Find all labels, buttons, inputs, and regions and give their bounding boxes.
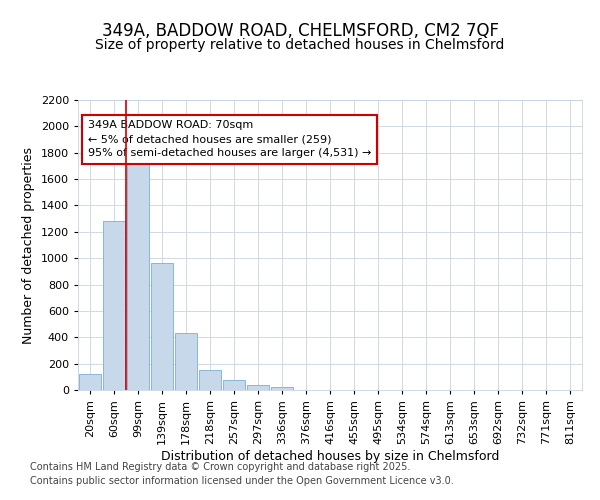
Text: Contains public sector information licensed under the Open Government Licence v3: Contains public sector information licen… — [30, 476, 454, 486]
Bar — [199, 370, 221, 390]
Bar — [247, 386, 269, 390]
X-axis label: Distribution of detached houses by size in Chelmsford: Distribution of detached houses by size … — [161, 450, 499, 462]
Bar — [271, 386, 293, 390]
Bar — [151, 264, 173, 390]
Text: 349A, BADDOW ROAD, CHELMSFORD, CM2 7QF: 349A, BADDOW ROAD, CHELMSFORD, CM2 7QF — [101, 22, 499, 40]
Bar — [223, 380, 245, 390]
Bar — [175, 334, 197, 390]
Text: Size of property relative to detached houses in Chelmsford: Size of property relative to detached ho… — [95, 38, 505, 52]
Y-axis label: Number of detached properties: Number of detached properties — [22, 146, 35, 344]
Text: 349A BADDOW ROAD: 70sqm
← 5% of detached houses are smaller (259)
95% of semi-de: 349A BADDOW ROAD: 70sqm ← 5% of detached… — [88, 120, 371, 158]
Bar — [127, 160, 149, 390]
Text: Contains HM Land Registry data © Crown copyright and database right 2025.: Contains HM Land Registry data © Crown c… — [30, 462, 410, 472]
Bar — [79, 374, 101, 390]
Bar — [103, 222, 125, 390]
